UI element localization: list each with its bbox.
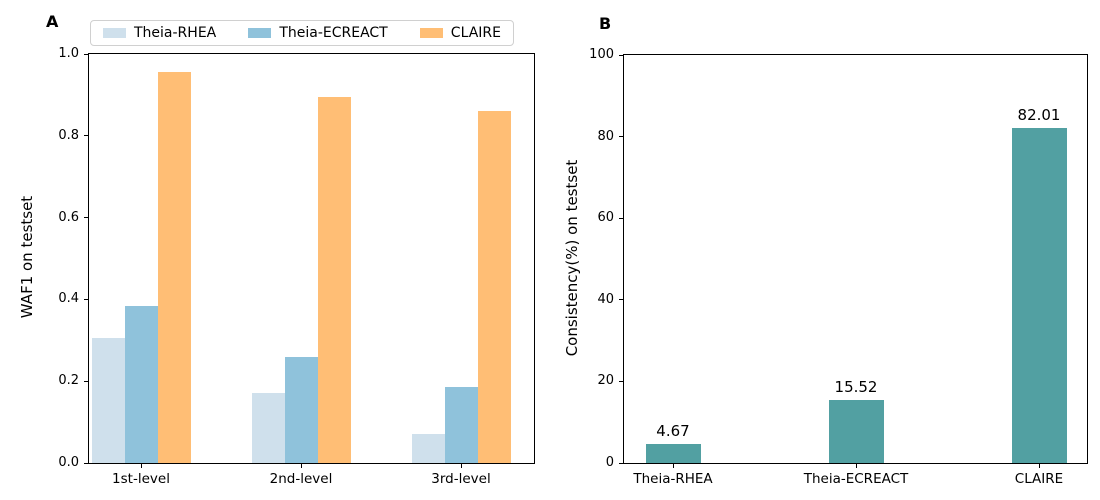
x-tick-label: Theia-ECREACT: [803, 471, 909, 487]
panel-a-label: A: [46, 12, 59, 31]
y-tick-mark: [619, 136, 624, 138]
x-tick-mark: [460, 463, 462, 468]
legend: Theia-RHEA Theia-ECREACT CLAIRE: [90, 20, 514, 46]
y-tick-mark: [84, 462, 89, 464]
y-tick-label: 0: [605, 455, 614, 470]
bar-claire-1st-level: [157, 72, 191, 463]
legend-label-theia-rhea: Theia-RHEA: [134, 25, 217, 41]
panel-b-plot-area: 0 20 40 60 80 100 Theia-RHEA Theia-ECREACT CLAIR…: [589, 47, 1088, 487]
x-tick-label: Theia-RHEA: [633, 471, 713, 487]
bar-theia-ecreact-2nd-level: [284, 357, 318, 463]
y-tick-label: 60: [597, 210, 614, 226]
y-tick-mark: [84, 298, 89, 300]
bar-value-label-theia-ecreact: 15.52: [834, 377, 878, 396]
bar-theia-rhea-2nd-level: [251, 392, 285, 463]
y-tick-mark: [619, 217, 624, 219]
y-tick-label: 40: [597, 291, 614, 307]
y-tick-mark: [84, 217, 89, 219]
y-tick-label: 20: [597, 373, 614, 389]
panel-b-label: B: [599, 14, 612, 33]
bar-claire-3rd-level: [477, 111, 511, 463]
y-tick-mark: [84, 53, 89, 55]
bar-claire: [1011, 128, 1067, 463]
x-tick-label: 1st-level: [112, 471, 170, 487]
bar-theia-ecreact-1st-level: [124, 305, 158, 463]
y-tick-label: 1.0: [58, 46, 79, 61]
y-tick-mark: [619, 299, 624, 301]
y-tick-label: 0.0: [58, 455, 79, 470]
bar-value-label-claire: 82.01: [1017, 106, 1061, 125]
y-tick-label: 0.8: [58, 127, 79, 143]
y-tick-label: 80: [597, 128, 614, 144]
panel-a-plot-area: 0.0 0.2 0.4 0.6 0.8 1.0 1st-level 2nd-level 3rd-…: [58, 46, 535, 487]
panel-b-y-axis-label: Consistency(%) on testset: [563, 159, 581, 357]
y-tick-label: 0.4: [58, 291, 79, 307]
legend-entry-claire: CLAIRE: [419, 25, 501, 41]
y-tick-label: 0.2: [58, 373, 79, 389]
y-tick-label: 0.6: [58, 209, 79, 225]
x-tick-mark: [140, 463, 142, 468]
bar-claire-2nd-level: [317, 96, 351, 463]
x-tick-label: 2nd-level: [269, 471, 333, 487]
x-tick-mark: [1038, 463, 1040, 468]
legend-label-theia-ecreact: Theia-ECREACT: [279, 25, 388, 41]
y-tick-mark: [619, 462, 624, 464]
bar-theia-rhea-3rd-level: [411, 433, 445, 463]
legend-label-claire: CLAIRE: [450, 25, 501, 41]
bar-theia-rhea-1st-level: [91, 338, 125, 463]
x-tick-mark: [672, 463, 674, 468]
legend-entry-theia-rhea: Theia-RHEA: [103, 25, 216, 41]
y-tick-mark: [619, 54, 624, 56]
y-tick-mark: [84, 380, 89, 382]
bar-theia-ecreact: [828, 399, 884, 463]
legend-entry-theia-ecreact: Theia-ECREACT: [248, 25, 388, 41]
x-tick-mark: [300, 463, 302, 468]
y-tick-mark: [84, 135, 89, 137]
y-tick-mark: [619, 380, 624, 382]
legend-swatch-claire: [419, 28, 443, 38]
x-tick-mark: [855, 463, 857, 468]
bar-theia-ecreact-3rd-level: [444, 387, 478, 463]
bar-theia-rhea: [645, 443, 701, 463]
legend-swatch-theia-rhea: [103, 28, 126, 38]
y-tick-label: 100: [589, 47, 614, 62]
legend-swatch-theia-ecreact: [248, 28, 272, 38]
x-tick-label: 3rd-level: [431, 471, 491, 487]
bar-value-label-theia-rhea: 4.67: [656, 421, 690, 440]
x-tick-label: CLAIRE: [1014, 471, 1064, 487]
